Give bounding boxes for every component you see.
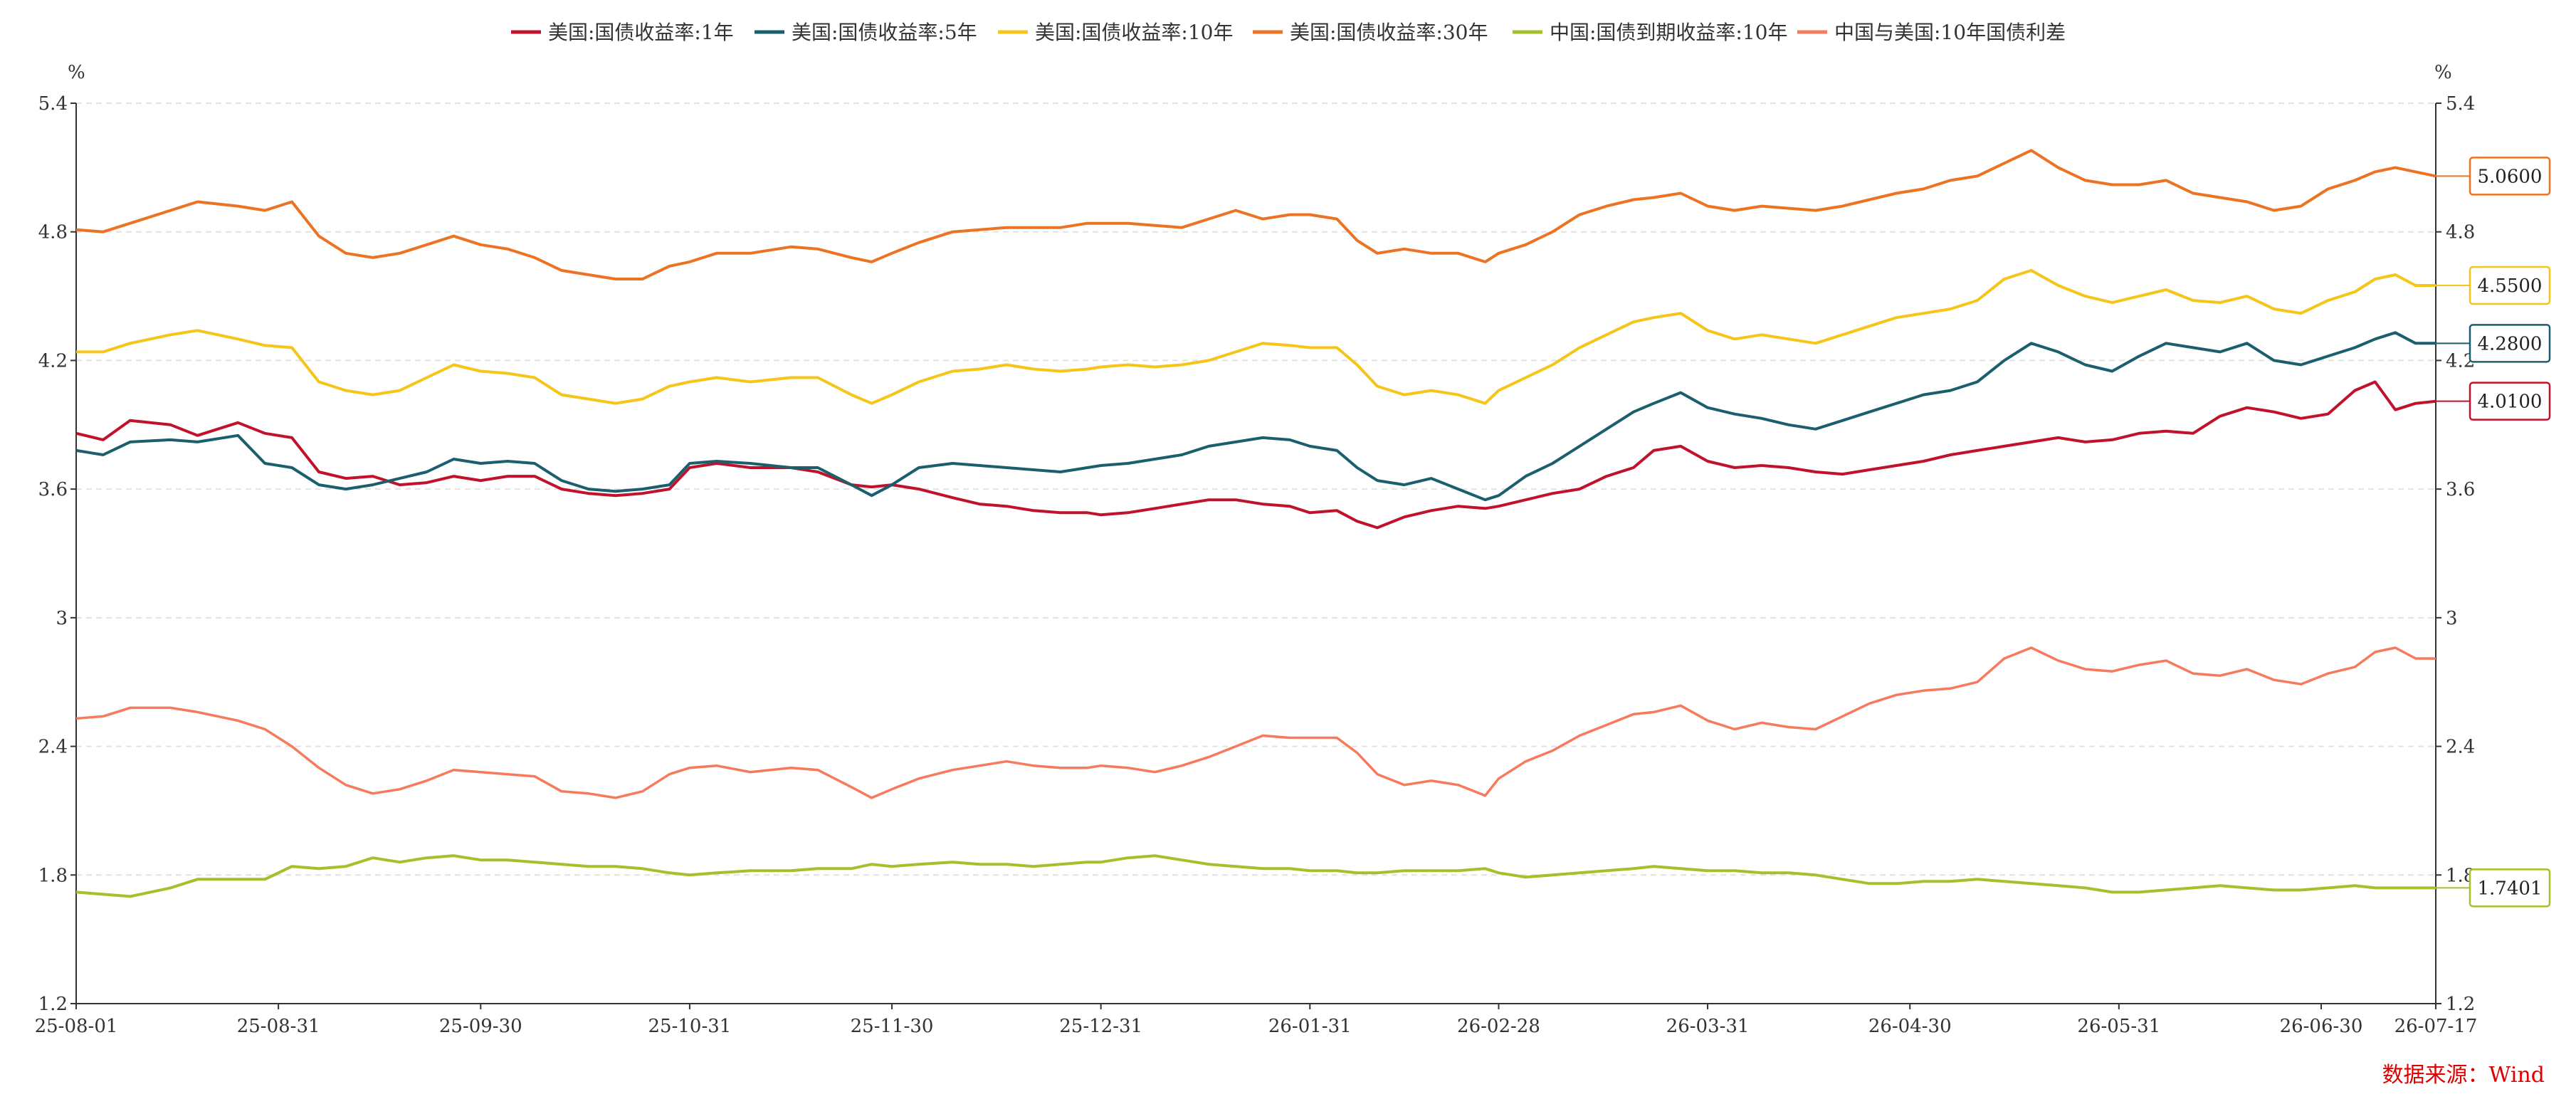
end-label-value: 1.7401 (2478, 878, 2543, 899)
end-label-box (2469, 868, 2551, 908)
x-axis-tick-label: 26-05-31 (2077, 1016, 2160, 1037)
right-axis-tick-label: 4.8 (2446, 222, 2475, 243)
data-source-label: 数据来源：Wind (2382, 1063, 2545, 1088)
series-line-5 (75, 854, 2436, 898)
right-axis-tick-label: 1.2 (2446, 994, 2475, 1015)
x-axis-tick-label: 26-02-28 (1457, 1016, 1540, 1037)
x-axis-tick-label: 25-08-01 (35, 1016, 118, 1037)
end-label-value: 5.0600 (2478, 166, 2543, 187)
x-axis-tick-label: 25-09-30 (439, 1016, 522, 1037)
x-axis-tick-label: 25-11-30 (851, 1016, 934, 1037)
x-axis-tick-label: 26-07-17 (2394, 1016, 2478, 1037)
x-axis-tick-label: 26-06-30 (2280, 1016, 2363, 1037)
x-axis-tick-label: 26-01-31 (1268, 1016, 1352, 1037)
left-axis-tick-label: 5.4 (38, 93, 68, 115)
x-axis-tick-label: 26-04-30 (1868, 1016, 1952, 1037)
series-line-2 (75, 331, 2436, 502)
end-label-value: 4.0100 (2478, 391, 2543, 413)
series-layer (75, 149, 2436, 898)
legend-label: 美国:国债收益率:1年 (548, 21, 734, 44)
left-axis-tick-label: 1.2 (38, 994, 68, 1015)
left-axis-unit: % (68, 62, 85, 83)
end-label-box (2469, 324, 2551, 363)
x-axis-tick-label: 25-10-31 (648, 1016, 731, 1037)
legend-label: 美国:国债收益率:5年 (792, 21, 977, 44)
end-label-value: 4.2800 (2478, 333, 2543, 354)
right-axis-tick-label: 3 (2446, 608, 2458, 629)
end-label-layer: 4.0100 4.2800 4.5500 5.0600 1.7401 (2435, 157, 2551, 908)
end-label-box (2469, 265, 2551, 305)
legend-item-3[interactable]: 美国:国债收益率:10年 (998, 21, 1234, 44)
right-axis-tick-label: 5.4 (2446, 93, 2475, 115)
legend-label: 中国:国债到期收益率:10年 (1550, 21, 1788, 44)
series-line-6 (75, 646, 2436, 799)
end-label-box (2469, 157, 2551, 196)
left-axis-tick-label: 2.4 (38, 737, 68, 758)
legend-item-2[interactable]: 美国:国债收益率:5年 (755, 21, 977, 44)
series-line-1 (75, 380, 2436, 530)
left-axis-tick-label: 3.6 (38, 479, 68, 500)
legend[interactable]: 美国:国债收益率:1年 美国:国债收益率:5年 美国:国债收益率:10年 美国:国债收… (511, 21, 2066, 44)
series-line-4 (75, 149, 2436, 280)
left-axis-tick-label: 3 (56, 608, 68, 629)
x-axis-tick-label: 26-03-31 (1666, 1016, 1750, 1037)
x-axis-tick-label: 25-08-31 (237, 1016, 320, 1037)
series-line-3 (76, 268, 2436, 405)
legend-label: 美国:国债收益率:10年 (1035, 21, 1234, 44)
axis-layer: 5.44.84.23.632.41.81.25.44.84.23.632.41.… (35, 93, 2478, 1037)
legend-item-4[interactable]: 美国:国债收益率:30年 (1253, 21, 1488, 44)
legend-item-5[interactable]: 中国:国债到期收益率:10年 (1513, 21, 1788, 44)
x-axis-tick-label: 25-12-31 (1059, 1016, 1142, 1037)
end-label-box (2469, 382, 2551, 421)
legend-label: 美国:国债收益率:30年 (1290, 21, 1488, 44)
end-label-value: 4.5500 (2478, 275, 2543, 297)
right-axis-unit: % (2434, 62, 2452, 83)
left-axis-tick-label: 4.8 (38, 222, 68, 243)
left-axis-tick-label: 1.8 (38, 865, 68, 886)
grid-layer (76, 102, 2436, 1004)
legend-label: 中国与美国:10年国债利差 (1834, 21, 2066, 44)
right-axis-tick-label: 2.4 (2446, 737, 2475, 758)
left-axis-tick-label: 4.2 (38, 350, 68, 372)
right-axis-tick-label: 3.6 (2446, 479, 2475, 500)
legend-item-6[interactable]: 中国与美国:10年国债利差 (1797, 21, 2066, 44)
legend-item-1[interactable]: 美国:国债收益率:1年 (511, 21, 734, 44)
